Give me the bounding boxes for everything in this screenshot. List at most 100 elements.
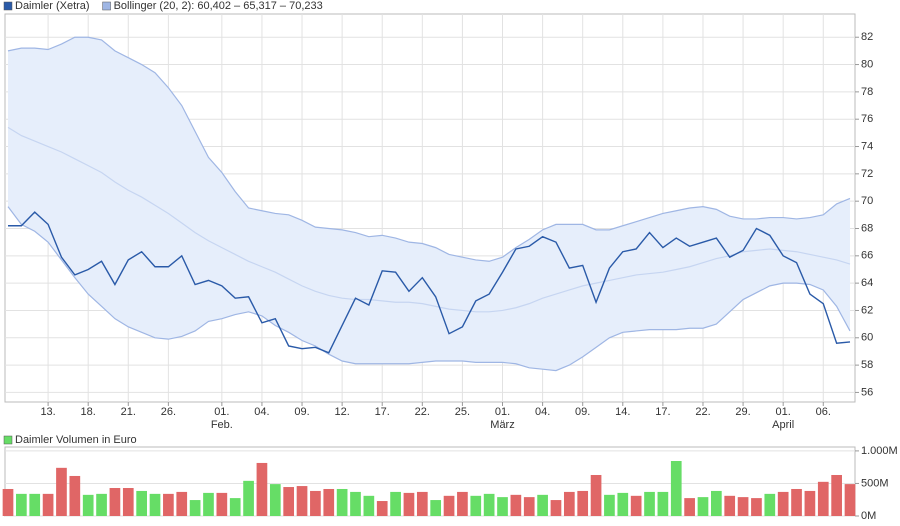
y-tick-label: 78 — [861, 86, 873, 98]
x-tick-label: 29. — [735, 406, 750, 418]
volume-bar — [470, 495, 482, 516]
y-tick-label: 58 — [861, 359, 873, 371]
volume-bar — [403, 492, 415, 516]
x-tick-label: 14. — [615, 406, 630, 418]
volume-bar — [443, 495, 455, 516]
volume-bar — [791, 488, 802, 516]
volume-bar — [630, 495, 642, 516]
month-label: März — [490, 419, 514, 431]
x-tick-label: 13. — [40, 406, 55, 418]
volume-bar — [590, 474, 602, 516]
legend-swatch — [3, 435, 13, 445]
y-tick-label: 500M — [861, 477, 889, 489]
band-fill — [8, 37, 850, 371]
volume-bar — [203, 492, 214, 516]
x-tick-label: 09. — [575, 406, 590, 418]
x-tick-label: 01. — [495, 406, 510, 418]
volume-bar — [336, 488, 348, 516]
volume-bar — [296, 486, 308, 516]
legend-label: Daimler Volumen in Euro — [15, 434, 137, 446]
volume-bar — [122, 488, 134, 516]
y-tick-label: 66 — [861, 250, 873, 262]
volume-bar — [510, 494, 522, 516]
volume-bar — [283, 487, 295, 516]
x-tick-label: 22. — [415, 406, 430, 418]
y-tick-label: 80 — [861, 58, 873, 70]
y-tick-label: 64 — [861, 277, 873, 289]
volume-bar — [82, 494, 94, 516]
volume-bar — [96, 493, 107, 516]
volume-bar — [457, 491, 468, 516]
band-upper — [7, 36, 851, 262]
x-tick-label: 18. — [81, 406, 96, 418]
band-middle — [7, 126, 851, 313]
volume-bar — [136, 490, 147, 516]
volume-bar — [323, 488, 335, 516]
volume-bar — [243, 480, 254, 516]
x-tick-label: 17. — [655, 406, 670, 418]
price-line — [8, 211, 851, 354]
volume-bar — [764, 493, 776, 516]
volume-bar — [42, 493, 54, 516]
volume-bar — [216, 492, 228, 516]
volume-bar — [29, 493, 41, 516]
x-tick-label: 17. — [375, 406, 390, 418]
volume-bar — [711, 490, 722, 516]
volume-bar — [523, 497, 535, 516]
x-tick-label: 26. — [161, 406, 176, 418]
volume-bar — [617, 492, 629, 516]
month-label: Feb. — [211, 419, 233, 431]
x-tick-label: 09. — [294, 406, 309, 418]
volume-bar — [844, 484, 856, 516]
volume-bar — [644, 491, 655, 516]
volume-bar — [577, 490, 589, 516]
y-tick-label: 70 — [861, 195, 873, 207]
x-tick-label: 01. — [776, 406, 791, 418]
y-tick-label: 68 — [861, 222, 873, 234]
volume-bar — [149, 493, 161, 516]
y-tick-label: 0M — [861, 510, 876, 522]
volume-bar — [256, 462, 268, 516]
y-tick-label: 76 — [861, 113, 873, 125]
volume-bar — [376, 501, 388, 516]
volume-bar — [56, 467, 67, 516]
volume-bar — [604, 494, 615, 516]
volume-bar — [229, 498, 241, 516]
volume-bar — [269, 484, 281, 516]
volume-bar — [363, 495, 375, 516]
volume-bar — [176, 491, 188, 516]
volume-bar — [16, 493, 27, 516]
band-lower — [7, 206, 851, 372]
month-label: April — [772, 419, 794, 431]
volume-bar — [737, 497, 749, 516]
volume-bar — [684, 498, 695, 516]
volume-bar — [831, 474, 842, 516]
x-tick-label: 21. — [121, 406, 136, 418]
legend-label: Bollinger (20, 2): 60,402 – 65,317 – 70,… — [114, 0, 323, 12]
volume-bar — [537, 494, 548, 516]
volume-bar — [670, 460, 682, 516]
volume-bar — [550, 500, 562, 516]
volume-bar — [390, 491, 401, 516]
y-tick-label: 56 — [861, 386, 873, 398]
volume-bar — [189, 500, 201, 516]
volume-bar — [69, 475, 81, 516]
y-tick-label: 82 — [861, 31, 873, 43]
legend-swatch — [3, 1, 13, 11]
x-tick-label: 22. — [695, 406, 710, 418]
x-tick-label: 01. — [214, 406, 229, 418]
volume-bar — [563, 491, 575, 516]
volume-bar — [817, 481, 829, 516]
volume-bar — [657, 491, 669, 516]
x-tick-label: 06. — [816, 406, 831, 418]
legend-swatch — [102, 1, 111, 11]
volume-bar — [804, 490, 816, 516]
volume-bar — [483, 493, 495, 516]
y-tick-label: 60 — [861, 332, 873, 344]
volume-bar — [416, 491, 428, 516]
x-tick-label: 12. — [334, 406, 349, 418]
volume-bar — [163, 493, 174, 516]
y-tick-label: 74 — [861, 140, 873, 152]
